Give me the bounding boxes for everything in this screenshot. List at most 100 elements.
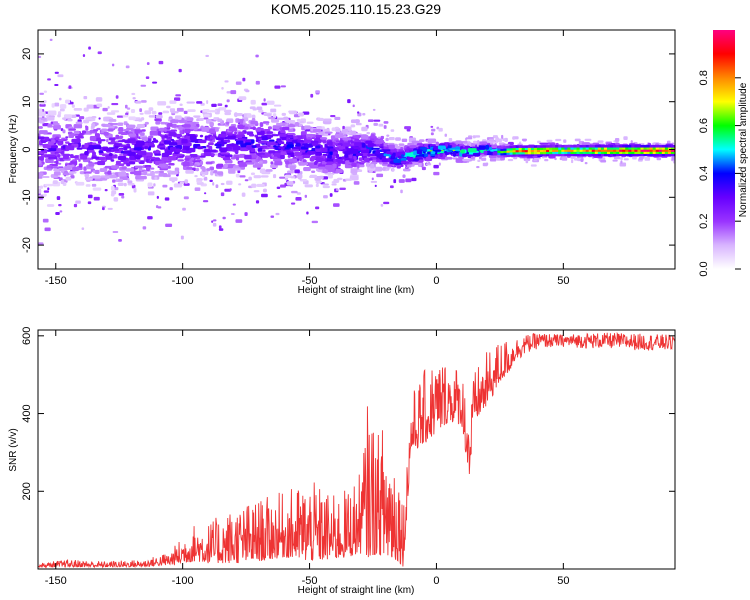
spectrogram-cell — [182, 207, 186, 211]
spectrogram-cell — [306, 211, 309, 215]
spectrogram-cell — [217, 171, 224, 175]
spectrogram-cell — [275, 212, 280, 216]
spectrogram-cell — [93, 196, 100, 201]
spectrogram-cell — [421, 166, 426, 171]
spectrogram-cell — [98, 117, 101, 120]
spectrogram-cell — [253, 190, 260, 193]
spectrogram-cell — [78, 116, 85, 120]
spectrogram-cell — [558, 145, 562, 148]
spectrogram-y-tick-label: 20 — [21, 48, 33, 60]
spectrogram-cell — [263, 98, 266, 102]
spectrogram-cell — [239, 175, 246, 178]
spectrogram-cell — [270, 161, 274, 165]
spectrogram-cell — [631, 149, 635, 152]
spectrogram-cell — [108, 174, 117, 179]
spectrogram-cell — [139, 112, 144, 115]
spectrogram-cell — [148, 135, 154, 139]
spectrogram-cell — [518, 151, 522, 155]
spectrogram-cell — [220, 155, 226, 159]
spectrogram-cell — [176, 145, 183, 150]
spectrogram-cell — [554, 157, 557, 161]
spectrogram-cell — [63, 114, 72, 119]
spectrogram-cell — [349, 158, 355, 163]
spectrogram-cell — [62, 153, 71, 157]
spectrogram-cell — [54, 102, 60, 107]
spectrogram-cell — [574, 157, 580, 161]
spectrogram-cell — [57, 138, 63, 142]
spectrogram-cell — [430, 151, 436, 155]
spectrogram-cell — [199, 160, 204, 166]
spectrogram-cell — [279, 176, 286, 179]
spectrogram-cell — [670, 149, 675, 152]
spectrogram-cell — [159, 147, 166, 150]
spectrogram-cell — [274, 85, 281, 89]
spectrogram-cell — [103, 131, 109, 136]
spectrogram-cell — [291, 140, 298, 143]
spectrogram-cell — [488, 147, 493, 151]
spectrogram-cell — [81, 227, 85, 231]
spectrogram-cell — [506, 152, 510, 155]
spectrogram-cell — [311, 220, 318, 224]
spectrogram-cell — [495, 138, 502, 143]
spectrogram-cell — [634, 147, 638, 150]
spectrogram-cell — [104, 189, 108, 192]
spectrogram-cell — [43, 90, 48, 93]
spectrogram-cell — [497, 152, 501, 155]
spectrogram-cell — [43, 190, 50, 193]
spectrogram-cell — [158, 143, 165, 146]
spectrogram-cell — [329, 193, 333, 197]
spectrogram-cell — [543, 147, 547, 150]
spectrogram-cell — [567, 153, 571, 157]
spectrogram-cell — [591, 151, 596, 155]
spectrogram-cell — [628, 149, 632, 152]
spectrogram-cell — [610, 149, 614, 152]
spectrogram-cell — [588, 147, 593, 150]
spectrogram-cell — [539, 153, 544, 157]
spectrogram-cell — [306, 133, 314, 138]
spectrogram-cell — [333, 203, 340, 207]
spectrogram-cell — [235, 219, 243, 223]
spectrogram-cell — [73, 123, 83, 129]
spectrogram-cell — [265, 169, 273, 172]
spectrogram-cell — [335, 153, 340, 159]
spectrogram-cell — [293, 136, 298, 140]
spectrogram-cell — [50, 166, 54, 169]
spectrogram-cell — [579, 149, 583, 152]
spectrogram-cell — [335, 128, 341, 133]
spectrogram-cell — [322, 185, 330, 189]
spectrogram-cell — [348, 154, 353, 159]
spectrogram-cell — [209, 136, 215, 140]
spectrogram-cell — [658, 153, 663, 157]
spectrogram-cell — [210, 149, 217, 153]
spectrogram-cell — [402, 174, 406, 178]
spectrogram-cell — [167, 155, 177, 161]
spectrogram-cell — [615, 142, 620, 145]
spectrogram-cell — [584, 162, 588, 165]
spectrogram-cell — [58, 157, 65, 162]
spectrogram-cell — [399, 157, 408, 161]
spectrogram-cell — [118, 136, 123, 140]
spectrogram-cell — [536, 145, 541, 148]
spectrogram-cell — [467, 148, 477, 153]
spectrogram-cell — [272, 113, 277, 119]
spectrogram-cell — [70, 155, 79, 159]
spectrogram-cell — [145, 76, 150, 79]
spectrogram-cell — [224, 104, 228, 108]
spectrogram-cell — [465, 137, 473, 140]
spectrogram-cell — [512, 149, 516, 153]
spectrogram-cell — [157, 101, 167, 106]
spectrogram-cell — [134, 170, 142, 176]
spectrogram-cell — [416, 149, 423, 155]
spectrogram-cell — [189, 154, 198, 158]
spectrogram-cell — [439, 153, 443, 157]
spectrogram-cell — [206, 100, 209, 105]
spectrogram-cell — [121, 195, 125, 199]
spectrogram-cell — [217, 103, 223, 106]
spectrogram-cell — [273, 158, 282, 162]
spectrogram-cell — [466, 154, 474, 157]
spectrogram-cell — [189, 135, 197, 141]
spectrogram-cell — [383, 201, 390, 205]
spectrogram-cell — [92, 175, 101, 179]
spectrogram-cell — [291, 190, 298, 194]
spectrogram-cell — [549, 153, 553, 157]
